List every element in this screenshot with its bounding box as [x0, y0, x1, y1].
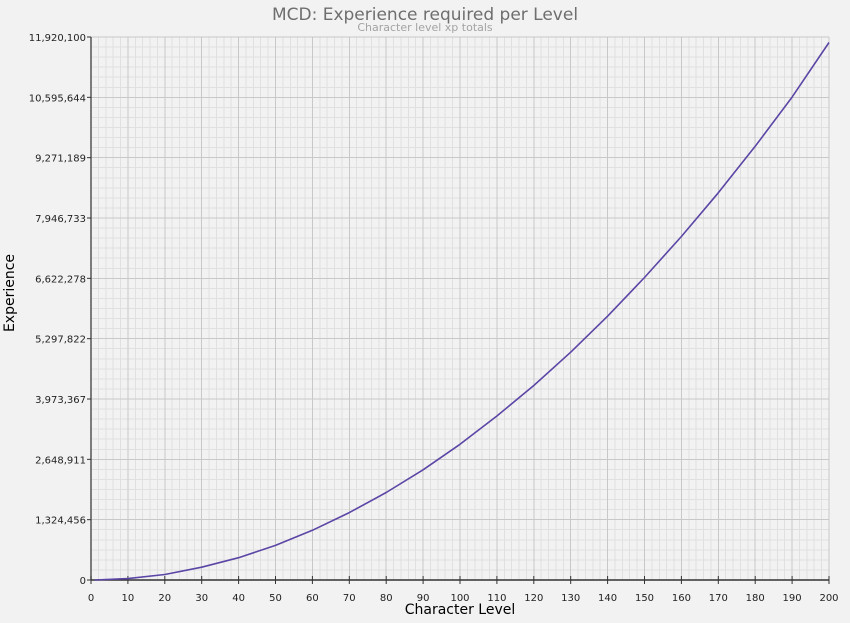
y-tick-label: 11,920,100	[29, 33, 86, 44]
x-tick-label: 30	[195, 593, 208, 604]
y-tick-label: 2,648,911	[35, 455, 86, 466]
y-tick-label: 5,297,822	[35, 335, 86, 346]
y-tick-label: 10,595,644	[29, 93, 86, 104]
x-tick-label: 180	[746, 593, 765, 604]
x-tick-label: 50	[269, 593, 282, 604]
x-tick-label: 200	[819, 593, 838, 604]
x-tick-label: 40	[232, 593, 245, 604]
y-tick-label: 0	[80, 576, 86, 587]
x-tick-label: 60	[306, 593, 319, 604]
x-tick-label: 110	[487, 593, 506, 604]
y-tick-label: 9,271,189	[35, 154, 86, 165]
grid	[90, 36, 830, 581]
x-tick-label: 90	[417, 593, 430, 604]
x-tick-label: 150	[635, 593, 654, 604]
x-tick-label: 140	[598, 593, 617, 604]
x-tick-label: 20	[158, 593, 171, 604]
chart-title: MCD: Experience required per Level	[271, 5, 579, 25]
x-tick-label: 70	[343, 593, 356, 604]
y-tick-label: 3,973,367	[35, 395, 86, 406]
y-tick-label: 1,324,456	[35, 516, 86, 527]
experience-line	[94, 42, 830, 581]
y-tick-label: 6,622,278	[35, 274, 86, 285]
x-tick-label: 160	[672, 593, 691, 604]
x-tick-label: 190	[783, 593, 802, 604]
x-axis-label: Character Level	[404, 602, 516, 618]
y-tick-label: 7,946,733	[35, 214, 86, 225]
chart-subtitle: Character level xp totals	[357, 21, 493, 34]
x-tick-label: 120	[524, 593, 543, 604]
x-tick-label: 170	[709, 593, 728, 604]
x-tick-label: 0	[88, 593, 94, 604]
x-tick-label: 100	[450, 593, 469, 604]
x-tick-label: 130	[561, 593, 580, 604]
x-tick-label: 80	[380, 593, 393, 604]
x-tick-label: 10	[122, 593, 135, 604]
